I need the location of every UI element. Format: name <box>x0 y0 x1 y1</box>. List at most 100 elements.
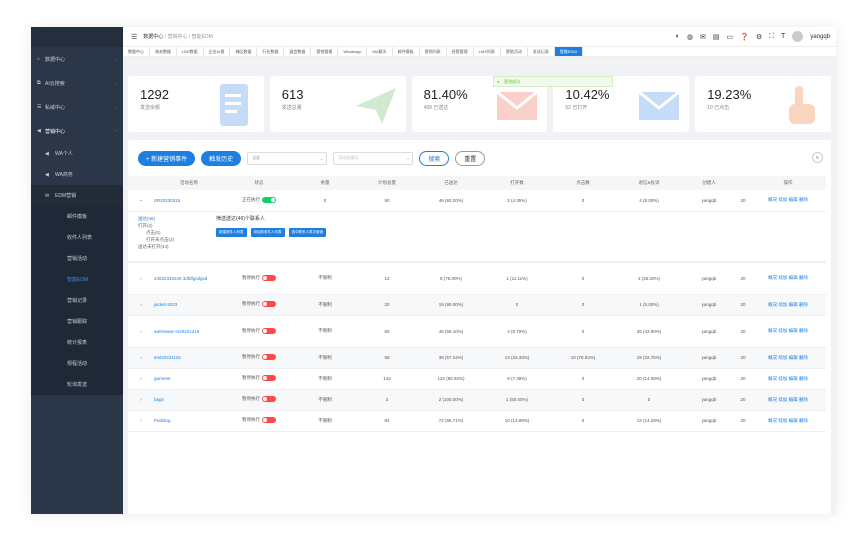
cell-name[interactable]: SR20230315 <box>154 190 224 212</box>
tab[interactable]: 数据中心 <box>123 47 150 56</box>
tab[interactable]: LMS列表 <box>474 47 501 56</box>
filter-radio[interactable]: 点击(0) <box>146 229 161 235</box>
sidebar-item-data-center[interactable]: ⌂ 数据中心 › <box>31 47 123 71</box>
reset-button[interactable]: 重置 <box>455 150 486 166</box>
status-toggle[interactable] <box>262 417 276 424</box>
menu-toggle-icon[interactable]: ☰ <box>131 33 138 41</box>
expand-action-button[interactable]: 新建收件人列表 <box>216 227 247 237</box>
sidebar-item-marketing[interactable]: ◀ 营销中心 ⌃ <box>31 119 123 143</box>
cell-ops[interactable]: 概况 续加 编辑 删除 <box>750 294 826 316</box>
font-size-icon[interactable]: T <box>781 33 786 40</box>
tab[interactable]: 海关数据 <box>150 47 177 56</box>
cell-name[interactable]: test20221116 <box>154 347 224 369</box>
sidebar-subsub-smart-edm[interactable]: 智能EDM <box>31 269 123 290</box>
mail-icon[interactable]: ✉ <box>700 33 706 41</box>
table-row[interactable]: › jacket-2023 暂停执行 不限制 20 19 (95.00%) 0 0 1 (5.0… <box>128 294 826 316</box>
collapse-icon[interactable]: ⌄ <box>128 190 154 212</box>
sidebar-subsub-templates[interactable]: 邮件模板 <box>31 206 123 227</box>
cell-name[interactable]: swimwear-m20221219 <box>154 315 224 348</box>
expand-action-button[interactable]: 添加到收件人列表 <box>250 227 285 237</box>
tab[interactable]: 展会数据 <box>284 47 312 56</box>
expand-icon[interactable]: › <box>128 389 154 411</box>
tab[interactable]: 经营管理 <box>447 47 474 56</box>
tab[interactable]: LBS数据 <box>177 47 204 56</box>
whatsapp-icon[interactable]: ◍ <box>686 33 693 41</box>
tab[interactable]: 企业AI搜 <box>204 47 231 56</box>
expand-action-button[interactable]: 选中联系人再次营销 <box>288 227 326 237</box>
filter-radio[interactable]: 送达(46) <box>138 215 156 221</box>
table-row[interactable]: ⌄ SR20230315 正在执行 0 50 46 (92.00%) 2 (4.35%) 0 4… <box>128 190 826 212</box>
breadcrumb-item[interactable]: 数据中心 <box>143 34 164 40</box>
filter-radio[interactable]: 送达未打开(44) <box>138 243 169 249</box>
status-toggle[interactable] <box>262 354 276 361</box>
avatar[interactable] <box>792 31 804 42</box>
tab[interactable]: 邮件模板 <box>393 47 420 56</box>
status-toggle[interactable] <box>262 375 276 382</box>
status-toggle[interactable] <box>262 301 276 308</box>
sidebar-sub-wa-business[interactable]: ◀ WA商务 <box>31 164 123 185</box>
table-row[interactable]: › test20221116 暂停执行 不限制 58 39 (67.24%) 13 (33.… <box>128 347 826 369</box>
sidebar-subsub-reports[interactable]: 统计报表 <box>31 332 123 353</box>
search-button[interactable]: 搜索 <box>419 150 450 166</box>
status-toggle[interactable] <box>262 197 276 204</box>
tab-smart-edm[interactable]: 智能EDM <box>554 47 583 56</box>
username[interactable]: yangqb <box>810 33 830 40</box>
sidebar-subsub-campaigns[interactable]: 营销活动 <box>31 248 123 269</box>
cell-name[interactable]: garment <box>154 368 224 390</box>
cell-ops[interactable]: 概况 续加 编辑 删除 <box>750 190 826 212</box>
status-toggle[interactable] <box>262 274 276 281</box>
tab[interactable]: 营销列表 <box>420 47 447 56</box>
sidebar-subsub-tracking[interactable]: 营销跟踪 <box>31 311 123 332</box>
expand-icon[interactable]: › <box>128 347 154 369</box>
table-row[interactable]: › swimwear-m20221219 暂停执行 不限制 82 46 (56.10%) 4… <box>128 315 826 348</box>
help-icon[interactable]: ❓ <box>740 33 749 41</box>
tab[interactable]: WA聊天 <box>367 47 393 56</box>
tab[interactable]: 营销活动 <box>501 47 528 56</box>
message-icon[interactable]: ▤ <box>712 33 720 41</box>
cell-ops[interactable]: 概况 续加 编辑 删除 <box>750 315 826 348</box>
cell-name[interactable]: Pudding <box>154 410 224 432</box>
table-row[interactable]: › 24632346345 3dfdfgsdgsd 暂停执行 不限制 12 9 (75.0… <box>128 262 826 295</box>
cell-ops[interactable]: 概况 续加 编辑 删除 <box>750 368 826 390</box>
table-row[interactable]: › garment 暂停执行 不限制 142 122 (85.92%) 9 (7.38%) 0… <box>128 368 826 390</box>
screen-icon[interactable]: ▭ <box>726 33 734 41</box>
filter-radio[interactable]: 打开(2) <box>138 222 153 228</box>
tab[interactable]: 行业数据 <box>257 47 285 56</box>
fullscreen-icon[interactable]: ⛶ <box>769 32 775 40</box>
cell-name[interactable]: bags <box>154 389 224 411</box>
expand-icon[interactable]: › <box>128 262 154 295</box>
cell-ops[interactable]: 概况 续加 编辑 删除 <box>750 262 826 295</box>
expand-icon[interactable]: › <box>128 410 154 432</box>
expand-icon[interactable]: › <box>128 294 154 316</box>
sidebar-item-ai-search[interactable]: ⧉ AI云搜索 › <box>31 71 123 95</box>
expand-icon[interactable]: › <box>128 315 154 348</box>
status-toggle[interactable] <box>262 396 276 403</box>
sidebar-sub-edm[interactable]: ✉ EDM营销 <box>31 185 123 206</box>
filter-radio[interactable]: 打开未点击(2) <box>146 236 174 242</box>
tab[interactable]: Whatsapp <box>338 47 368 56</box>
github-icon[interactable]: ◐ <box>675 33 680 40</box>
sidebar-sub-wa-personal[interactable]: ◀ WA个人 <box>31 143 123 164</box>
tab[interactable]: 发送记录 <box>528 47 555 56</box>
tab[interactable]: 城区数据 <box>230 47 258 56</box>
table-row[interactable]: › Pudding 暂停执行 不限制 84 72 (85.71%) 10 (13.89%) 0… <box>128 410 826 432</box>
status-select[interactable]: 全部 ⌄ <box>247 151 328 165</box>
cell-name[interactable]: 24632346345 3dfdfgsdgsd <box>154 262 224 295</box>
trigger-history-button[interactable]: 触发历史 <box>201 150 242 166</box>
refresh-icon[interactable]: ↻ <box>812 152 823 163</box>
breadcrumb-item[interactable]: 营销中心 <box>167 34 188 40</box>
settings-icon[interactable]: ⚙ <box>755 33 763 41</box>
cell-ops[interactable]: 概况 续加 编辑 删除 <box>750 410 826 432</box>
table-row[interactable]: › bags 暂停执行 不限制 2 2 (100.00%) 1 (50.00%) 0 0 yang… <box>128 389 826 411</box>
expand-icon[interactable]: › <box>128 368 154 390</box>
cell-ops[interactable]: 概况 续加 编辑 删除 <box>750 389 826 411</box>
cell-ops[interactable]: 概况 续加 编辑 删除 <box>750 347 826 369</box>
sidebar-subsub-recipients[interactable]: 收件人列表 <box>31 227 123 248</box>
sidebar-subsub-polling[interactable]: 轮询发送 <box>31 374 123 395</box>
search-input[interactable]: 活动关键词 ⌕ <box>333 151 414 165</box>
tab[interactable]: 营销搜搜 <box>311 47 339 56</box>
status-toggle[interactable] <box>262 327 276 334</box>
new-campaign-button[interactable]: + 新建营销事件 <box>138 150 196 166</box>
sidebar-subsub-records[interactable]: 营销记录 <box>31 290 123 311</box>
sidebar-subsub-rules[interactable]: 规程活动 <box>31 353 123 374</box>
